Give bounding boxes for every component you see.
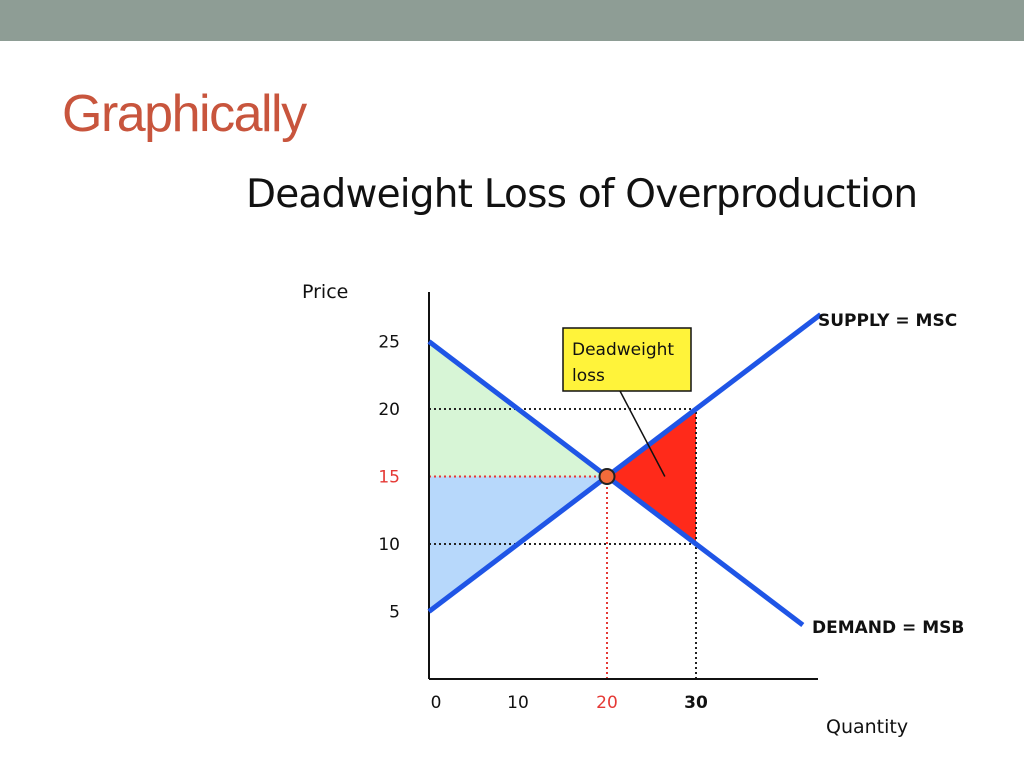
annotation-text-line1: Deadweight — [572, 340, 674, 360]
x-axis-label: Quantity — [826, 716, 908, 738]
x-tick-label-20: 20 — [596, 693, 618, 713]
demand-label: DEMAND = MSB — [812, 618, 964, 638]
equilibrium-point — [600, 469, 615, 484]
y-tick-label-15: 15 — [378, 468, 400, 488]
x-tick-label-10: 10 — [507, 693, 529, 713]
deadweight-loss-region — [607, 409, 696, 544]
y-tick-label-10: 10 — [378, 535, 400, 555]
x-tick-label-30: 30 — [684, 693, 708, 713]
annotation-text-line2: loss — [572, 366, 605, 386]
y-axis-label: Price — [302, 281, 348, 303]
y-tick-label-25: 25 — [378, 333, 400, 353]
y-tick-label-5: 5 — [389, 603, 400, 623]
y-tick-label-20: 20 — [378, 400, 400, 420]
x-tick-label-0: 0 — [431, 693, 442, 713]
supply-label: SUPPLY = MSC — [818, 311, 957, 331]
